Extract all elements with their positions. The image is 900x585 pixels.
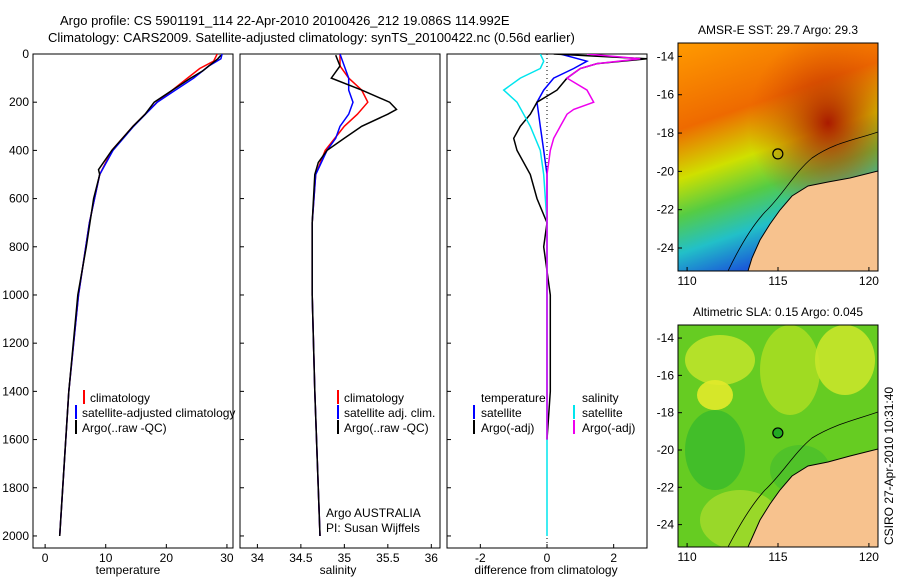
legend-satellite: satellite adj. clim.	[344, 406, 435, 420]
legend-sal-argo: Argo(-adj)	[582, 421, 635, 435]
map-y-tick-label: -22	[657, 203, 675, 217]
x-tick-label: 34	[251, 551, 265, 565]
x-tick-label: 10	[99, 551, 113, 565]
x-tick-label: 30	[220, 551, 234, 565]
x-tick-label: 36	[425, 551, 439, 565]
x-tick-label: 0	[42, 551, 49, 565]
difference-xlabel: difference from climatology	[474, 563, 617, 577]
legend-argo: Argo(..raw -QC)	[344, 421, 429, 435]
salinity-xlabel: salinity	[320, 563, 357, 577]
legend-temperature-title: temperature	[481, 391, 546, 405]
difference-series	[502, 54, 647, 536]
header-line2: Climatology: CARS2009. Satellite-adjuste…	[48, 30, 575, 45]
temperature-legend: climatology satellite-adjusted climatolo…	[75, 390, 235, 435]
temperature-tick-labels: 0 10 20 30	[42, 544, 234, 565]
footer-credit: CSIRO 27-Apr-2010 10:31:40	[882, 387, 896, 545]
salinity-legend: climatology satellite adj. clim. Argo(..…	[326, 390, 435, 535]
series-temperature-argo-adj	[512, 54, 647, 440]
x-tick-label: 2	[610, 551, 617, 565]
series-satellite-adjusted-climatology	[58, 54, 223, 537]
y-tick-label: 0	[22, 47, 29, 61]
temperature-xlabel: temperature	[96, 563, 161, 577]
bathymetry-contour	[727, 411, 878, 547]
sst-map	[678, 43, 878, 271]
map-y-tick-label: -16	[657, 88, 675, 102]
map-x-tick-label: 115	[768, 550, 787, 564]
map-x-tick-label: 120	[859, 550, 879, 564]
map-y-tick-label: -18	[657, 126, 675, 140]
map-y-tick-label: -16	[657, 368, 675, 382]
sla-blob	[815, 325, 875, 395]
argo-marker-sla	[772, 427, 784, 439]
map-y-tick-label: -24	[657, 518, 675, 532]
x-tick-label: 20	[160, 551, 174, 565]
map-y-tick-label: -24	[657, 241, 675, 255]
sst-map-title: AMSR-E SST: 29.7 Argo: 29.3	[698, 23, 858, 37]
series-satellite-adj-clim	[311, 54, 354, 537]
legend-salinity-title: salinity	[582, 391, 619, 405]
sst-map-ytick-labels: -14 -16 -18 -20 -22 -24	[657, 49, 682, 255]
series-argo-raw-qc	[58, 54, 222, 537]
sla-blob	[697, 380, 733, 410]
salinity-tick-labels: 34 34.5 35 35.5 36	[251, 544, 439, 565]
legend-satellite: satellite-adjusted climatology	[82, 406, 235, 420]
series-climatology	[58, 54, 218, 537]
sla-map-title: Altimetric SLA: 0.15 Argo: 0.045	[693, 305, 863, 319]
bathymetry-contour	[727, 131, 878, 271]
salinity-series	[311, 54, 398, 537]
sla-blob	[685, 335, 755, 385]
map-y-tick-label: -14	[657, 49, 675, 63]
map-y-tick-label: -20	[657, 164, 675, 178]
map-y-tick-label: -20	[657, 443, 675, 457]
header-line1: Argo profile: CS 5901191_114 22-Apr-2010…	[60, 13, 510, 28]
map-x-tick-label: 110	[678, 550, 697, 564]
sla-blob	[760, 325, 820, 415]
y-tick-label: 600	[9, 192, 29, 206]
difference-legend: temperature satellite Argo(-adj) salinit…	[473, 391, 635, 435]
y-tick-label: 1800	[2, 481, 29, 495]
y-tick-label: 2000	[2, 529, 29, 543]
annotation-argo-australia: Argo AUSTRALIA	[326, 506, 421, 520]
map-y-tick-label: -18	[657, 406, 675, 420]
map-y-tick-label: -14	[657, 331, 675, 345]
series-argo-raw-qc	[311, 54, 398, 537]
y-tick-label: 200	[9, 95, 29, 109]
y-tick-label: 1600	[2, 433, 29, 447]
temperature-axes	[32, 53, 234, 549]
sla-map-ytick-labels: -14 -16 -18 -20 -22 -24	[657, 331, 682, 532]
y-tick-label: 800	[9, 240, 29, 254]
y-tick-label: 400	[9, 143, 29, 157]
legend-temp-satellite: satellite	[481, 406, 522, 420]
map-y-tick-label: -22	[657, 480, 675, 494]
series-temperature-satellite	[536, 54, 589, 440]
difference-tick-labels: -2 0 2	[475, 544, 617, 565]
x-tick-label: 0	[544, 551, 551, 565]
australia-land	[747, 448, 878, 547]
sla-map-xtick-labels: 110 115 120	[678, 543, 879, 564]
map-x-tick-label: 110	[678, 274, 697, 288]
legend-sal-satellite: satellite	[582, 406, 623, 420]
legend-climatology: climatology	[90, 391, 150, 405]
annotation-pi: PI: Susan Wijffels	[326, 521, 420, 535]
legend-climatology: climatology	[344, 391, 404, 405]
series-salinity-argo-adj	[546, 54, 641, 440]
depth-tick-labels: 0 200 400 600 800 1000 1200 1400 1600 1800 2000	[2, 47, 451, 543]
argo-marker-sst	[772, 148, 784, 160]
legend-temp-argo: Argo(-adj)	[481, 421, 534, 435]
map-x-tick-label: 120	[859, 274, 879, 288]
sla-blob	[685, 410, 745, 490]
x-tick-label: 35.5	[376, 551, 400, 565]
x-tick-label: 35	[338, 551, 352, 565]
x-tick-label: 34.5	[289, 551, 313, 565]
temperature-series	[58, 54, 223, 537]
x-tick-label: -2	[475, 551, 486, 565]
sst-map-xtick-labels: 110 115 120	[678, 267, 879, 288]
australia-land	[747, 170, 878, 271]
y-tick-label: 1200	[2, 336, 29, 350]
legend-argo: Argo(..raw -QC)	[82, 421, 167, 435]
y-tick-label: 1000	[2, 288, 29, 302]
y-tick-label: 1400	[2, 384, 29, 398]
map-x-tick-label: 115	[768, 274, 787, 288]
